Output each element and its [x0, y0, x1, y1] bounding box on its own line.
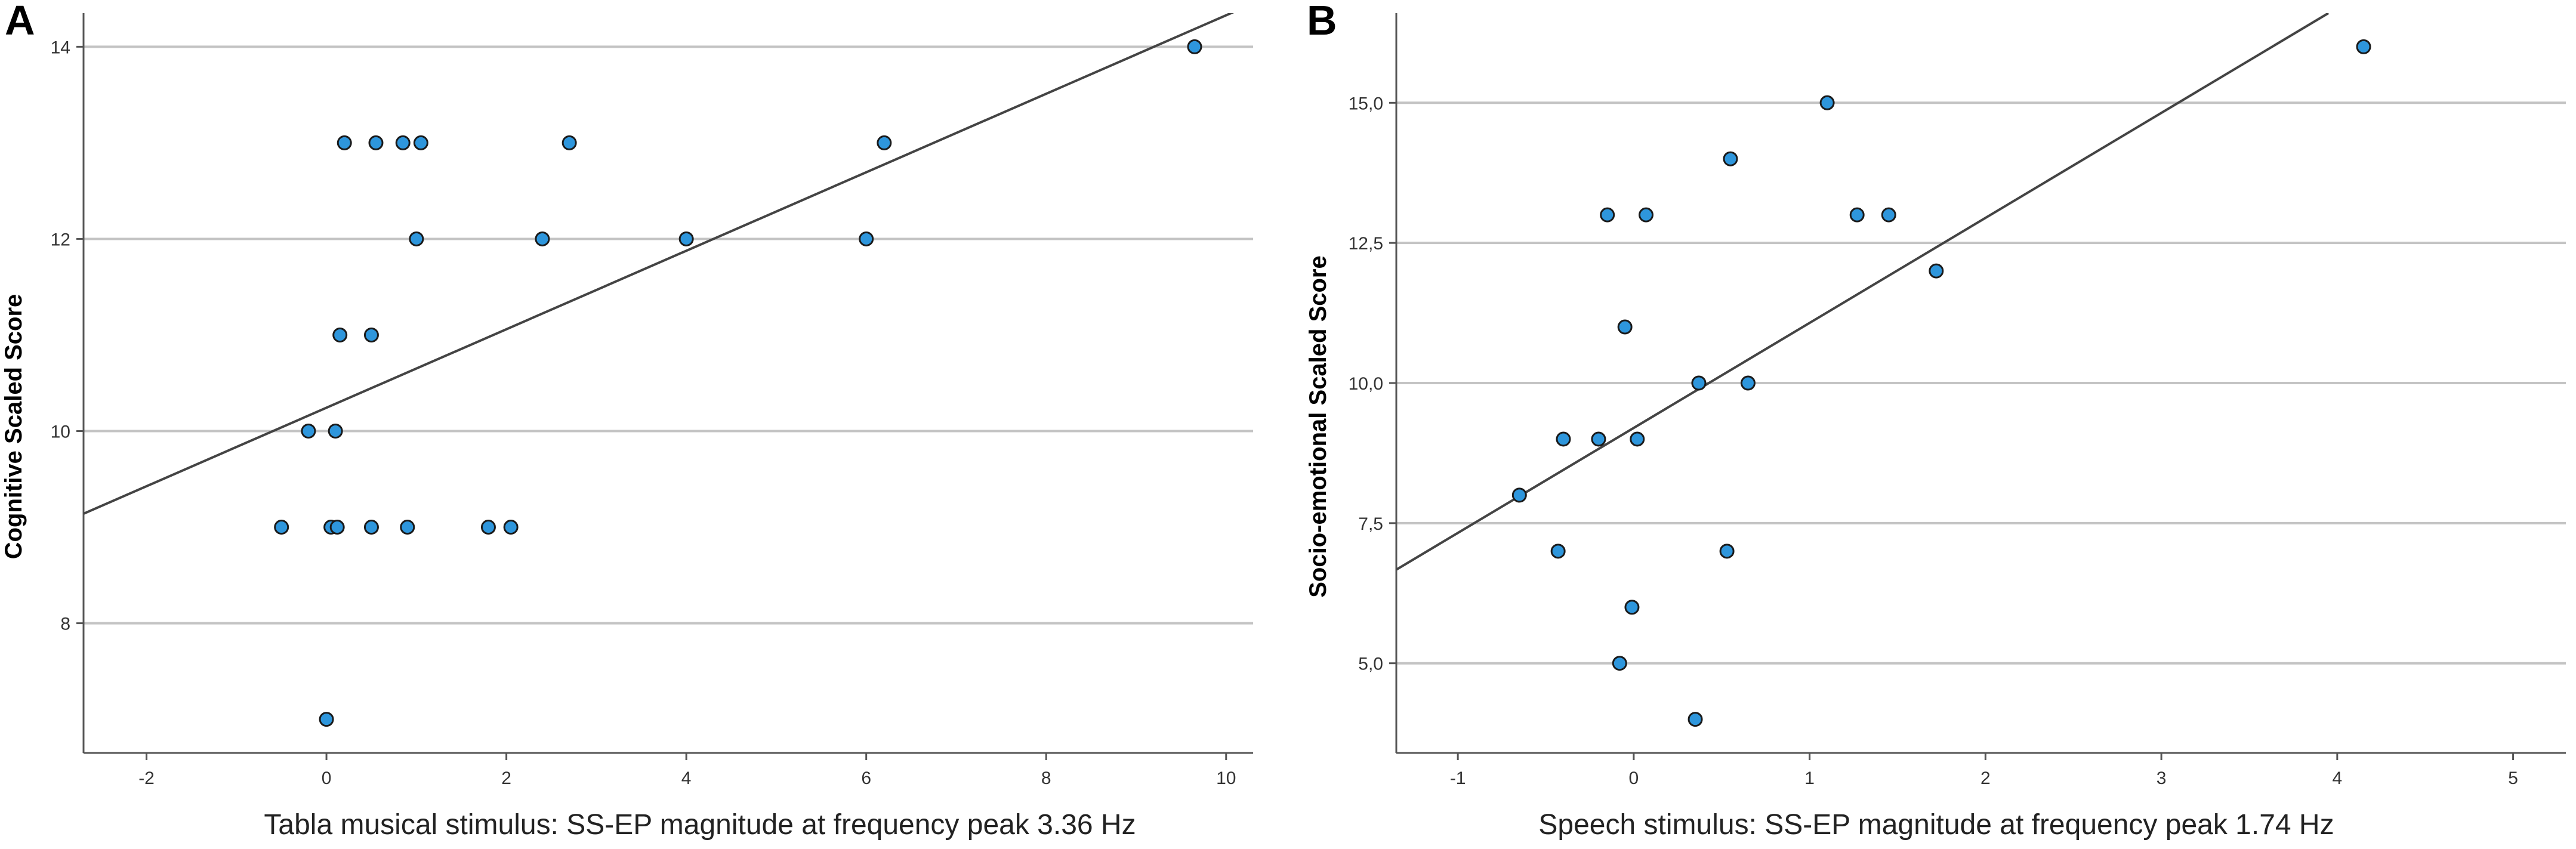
data-point-b-10 [1740, 375, 1756, 391]
y-axis-label-b: Socio-emotional Scaled Score [1305, 255, 1331, 598]
panel-a: 8 10 12 14 -2 0 2 4 6 8 10 A Cognitive Scaled Score T… [1, 0, 1253, 841]
x-tick-label-b-3: 2 [1980, 768, 1991, 788]
x-tick-label-b-5: 4 [2332, 768, 2342, 788]
x-tick-label-a-5: 8 [1041, 768, 1051, 788]
y-tick-label-b-0: 5,0 [1358, 654, 1383, 674]
x-tick-label-b-0: -1 [1450, 768, 1466, 788]
data-point-a-15 [274, 520, 289, 535]
y-tick-label-b-4: 15,0 [1349, 94, 1383, 113]
data-point-a-13 [301, 424, 316, 439]
data-point-b-14 [1511, 487, 1527, 503]
data-point-b-3 [1600, 207, 1615, 223]
data-point-a-18 [363, 520, 379, 535]
x-tick-label-b-1: 0 [1629, 768, 1639, 788]
data-point-a-9 [678, 231, 694, 246]
data-point-b-2 [1723, 151, 1738, 166]
x-axis-label-a: Tabla musical stimulus: SS-EP magnitude … [264, 809, 1136, 841]
x-tick-label-a-4: 6 [861, 768, 871, 788]
y-tick-label-b-3: 12,5 [1349, 234, 1383, 254]
data-point-b-1 [1819, 95, 1835, 110]
data-point-a-19 [400, 520, 415, 535]
data-point-a-14 [328, 424, 343, 439]
data-point-a-2 [368, 135, 384, 150]
y-tick-label-b-2: 10,0 [1349, 374, 1383, 394]
data-point-a-12 [363, 327, 379, 342]
data-point-b-0 [2356, 39, 2371, 54]
x-tick-label-a-6: 10 [1216, 768, 1236, 788]
y-tick-label-a-2: 12 [51, 230, 70, 249]
data-point-a-1 [337, 135, 352, 150]
data-point-b-4 [1639, 207, 1654, 223]
data-point-a-22 [319, 712, 334, 727]
y-tick-label-b-1: 7,5 [1358, 514, 1383, 534]
data-point-b-11 [1556, 431, 1571, 447]
data-point-a-17 [329, 520, 345, 535]
x-tick-label-a-2: 2 [501, 768, 511, 788]
data-point-b-13 [1630, 431, 1645, 447]
data-point-a-0 [1187, 39, 1202, 54]
x-tick-label-a-1: 0 [322, 768, 332, 788]
data-point-b-9 [1691, 375, 1707, 391]
x-tick-label-b-6: 5 [2508, 768, 2518, 788]
data-point-a-6 [877, 135, 892, 150]
panel-label-a: A [5, 0, 35, 44]
data-point-a-8 [535, 231, 550, 246]
y-axis-label-a: Cognitive Scaled Score [1, 294, 27, 560]
data-point-a-4 [413, 135, 428, 150]
data-point-b-7 [1929, 263, 1944, 279]
panel-label-b: B [1307, 0, 1337, 44]
data-point-b-18 [1612, 656, 1627, 671]
fit-line-b [1396, 13, 2330, 571]
data-point-b-16 [1719, 544, 1735, 559]
x-tick-label-a-0: -2 [138, 768, 155, 788]
x-tick-label-a-3: 4 [681, 768, 692, 788]
fit-line-a [84, 13, 1235, 515]
data-point-b-8 [1617, 319, 1633, 335]
y-tick-label-a-3: 14 [51, 38, 70, 57]
panel-b: 5,0 7,5 10,0 12,5 15,0 -1 0 1 2 3 4 5 B Socio-emotion… [1305, 0, 2566, 841]
data-point-a-7 [409, 231, 424, 246]
data-point-a-3 [395, 135, 411, 150]
x-tick-label-b-2: 1 [1804, 768, 1815, 788]
x-axis-label-b: Speech stimulus: SS-EP magnitude at freq… [1538, 809, 2334, 841]
y-tick-label-a-0: 8 [60, 615, 70, 634]
data-point-a-20 [480, 520, 496, 535]
data-point-a-10 [859, 231, 874, 246]
data-point-a-5 [562, 135, 577, 150]
data-point-a-21 [503, 520, 519, 535]
data-point-a-11 [332, 327, 348, 342]
data-point-b-6 [1881, 207, 1896, 223]
data-point-b-19 [1687, 712, 1703, 727]
data-point-b-12 [1591, 431, 1606, 447]
data-point-b-15 [1550, 544, 1566, 559]
x-tick-label-b-4: 3 [2157, 768, 2167, 788]
data-point-b-17 [1624, 600, 1640, 615]
data-point-b-5 [1849, 207, 1865, 223]
y-tick-label-a-1: 10 [51, 422, 70, 442]
